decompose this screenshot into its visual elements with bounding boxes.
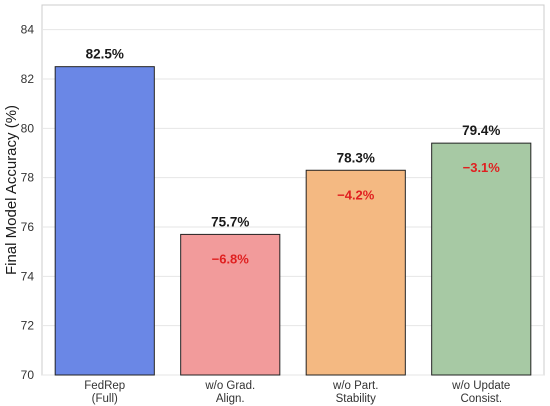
y-tick-label: 70 — [21, 368, 35, 382]
delta-label: −6.8% — [212, 251, 250, 266]
x-tick-label-line: w/o Grad. — [204, 380, 255, 392]
x-tick-label-line: Align. — [216, 393, 245, 405]
x-tick-label-line: w/o Update — [451, 380, 510, 392]
y-tick-label: 78 — [21, 171, 35, 185]
x-tick-label: w/o Part. Stability — [332, 380, 378, 405]
value-label: 82.5% — [86, 47, 124, 62]
delta-label: −4.2% — [337, 187, 375, 202]
delta-label: −3.1% — [463, 160, 501, 175]
x-tick-label-line: (Full) — [92, 393, 118, 405]
x-tick-label: w/o Update Consist. — [451, 380, 510, 405]
bar-labels: 82.5% 75.7% −6.8% 78.3% −4.2% 79.4% −3.1% — [86, 47, 501, 267]
x-tick-label: FedRep (Full) — [84, 380, 125, 405]
bars — [54, 66, 532, 376]
x-tick-label-line: Consist. — [460, 393, 502, 405]
y-tick-label: 80 — [21, 121, 35, 135]
bar — [54, 66, 155, 376]
bar — [305, 169, 406, 376]
bar — [180, 233, 281, 376]
x-tick-label-line: Stability — [336, 393, 377, 405]
x-axis-ticks: FedRep (Full) w/o Grad. Align. w/o Part. Stab… — [84, 380, 510, 405]
x-tick-label-line: FedRep — [84, 380, 125, 392]
value-label: 79.4% — [462, 123, 500, 138]
y-tick-label: 82 — [21, 72, 35, 86]
y-tick-label: 72 — [21, 319, 35, 333]
x-tick-label: w/o Grad. Align. — [204, 380, 255, 405]
y-tick-label: 74 — [21, 269, 35, 283]
y-tick-label: 84 — [21, 23, 35, 37]
bar — [431, 142, 532, 376]
value-label: 78.3% — [337, 150, 375, 165]
y-axis-ticks: 70 72 74 76 78 80 82 84 — [21, 23, 35, 382]
value-label: 75.7% — [211, 214, 249, 229]
x-tick-label-line: w/o Part. — [332, 380, 378, 392]
y-axis-title: Final Model Accuracy (%) — [3, 105, 20, 275]
y-tick-label: 76 — [21, 220, 35, 234]
